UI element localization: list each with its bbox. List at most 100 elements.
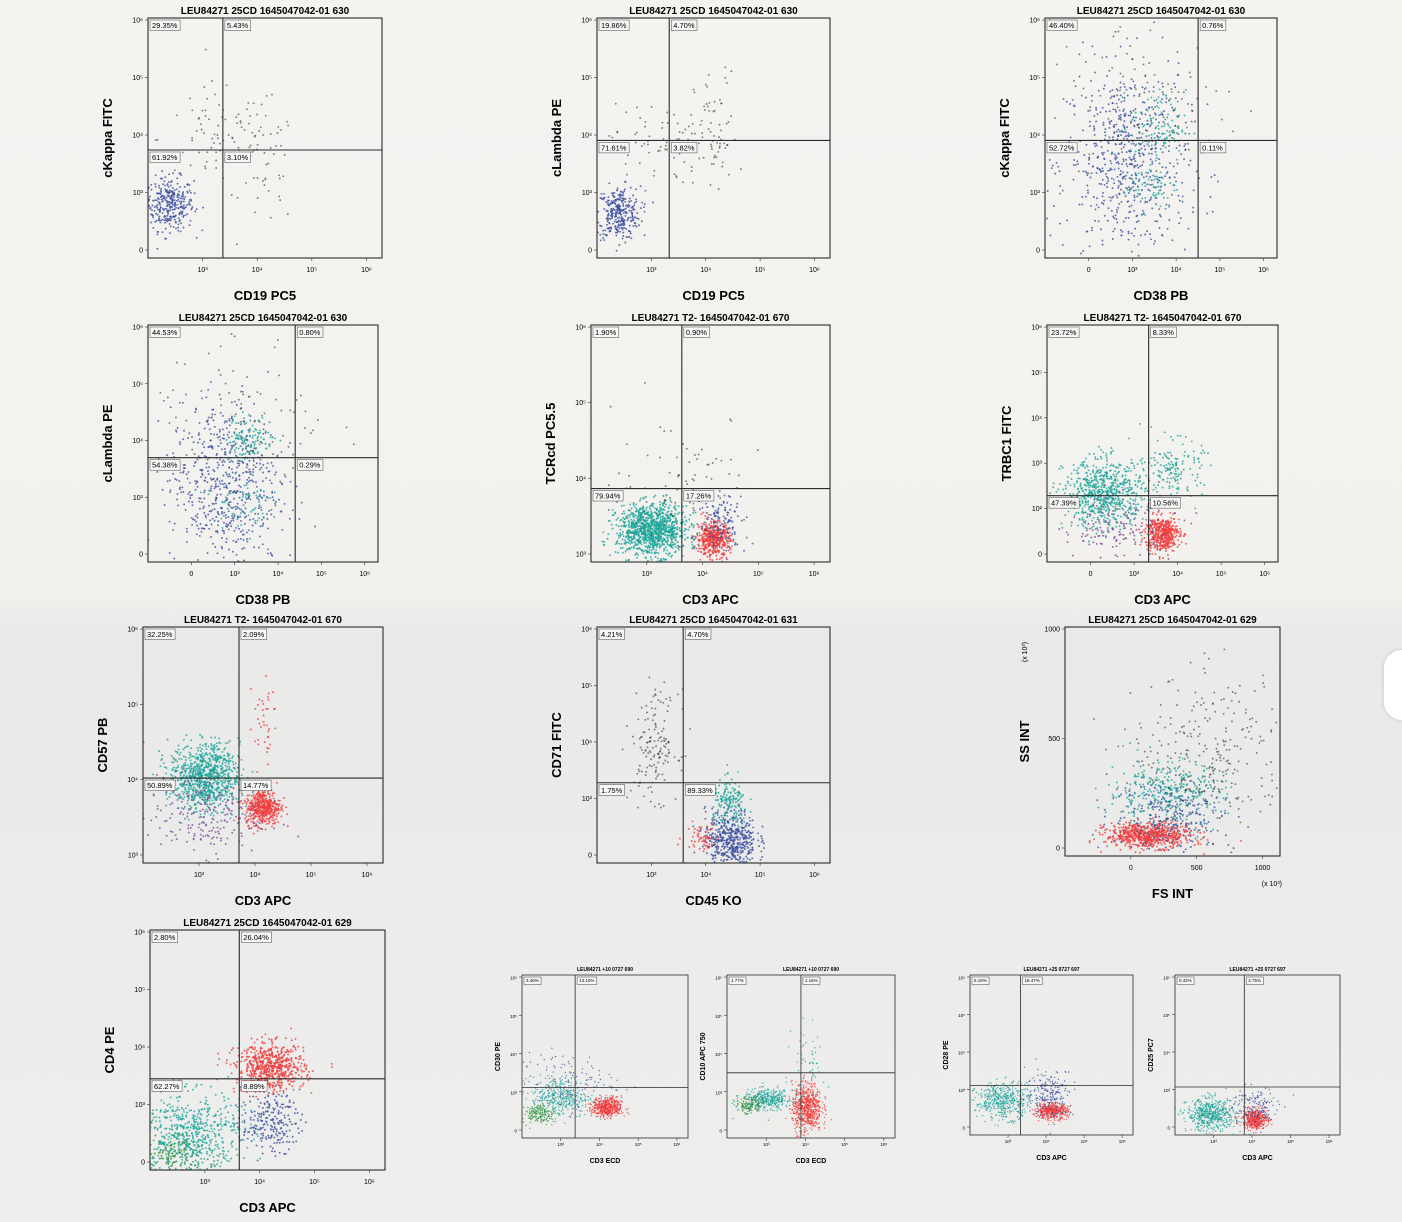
event-dot (662, 494, 665, 497)
event-dot (280, 409, 283, 412)
event-dot (204, 524, 207, 526)
quadrant-label-lower-right: 17.26% (686, 492, 712, 501)
event-dot (1083, 460, 1086, 463)
event-dot (1141, 141, 1144, 144)
event-dot (684, 523, 687, 526)
event-dot (1132, 109, 1135, 112)
event-dot (678, 138, 681, 141)
event-dot (248, 459, 251, 462)
event-dot (174, 214, 177, 217)
event-dot (726, 144, 728, 147)
event-dot (250, 443, 253, 446)
event-dot (1132, 185, 1135, 188)
event-dot (734, 542, 737, 545)
event-dot (690, 522, 693, 525)
event-dot (640, 514, 643, 517)
event-dot (665, 503, 668, 506)
event-dot (648, 151, 651, 154)
event-dot (703, 532, 706, 535)
event-dot (1147, 171, 1150, 174)
event-dot (1118, 525, 1121, 528)
event-dot (245, 498, 248, 500)
event-dot (248, 451, 251, 453)
event-dot (1155, 141, 1158, 144)
event-dot (179, 203, 182, 206)
event-dot (623, 524, 626, 526)
event-dot (1128, 188, 1131, 191)
event-dot (1137, 149, 1140, 152)
event-dot (622, 208, 625, 211)
event-dot (709, 532, 712, 535)
event-dot (244, 496, 247, 499)
event-dot (1058, 170, 1061, 173)
event-dot (625, 211, 628, 214)
event-dot (242, 493, 245, 496)
quadrant-label-box (224, 19, 251, 31)
event-dot (1100, 457, 1103, 460)
event-dot (696, 533, 699, 536)
event-dot (1094, 472, 1097, 475)
event-dot (254, 434, 257, 437)
event-dot (228, 490, 231, 493)
event-dot (1111, 66, 1114, 69)
quadrant-label-upper-left: 19.86% (601, 21, 627, 30)
event-dot (1165, 203, 1168, 206)
event-dot (1116, 89, 1119, 92)
event-dot (257, 419, 260, 422)
event-dot (263, 184, 266, 187)
event-dot (1184, 121, 1187, 124)
event-dot (1091, 226, 1094, 229)
event-dot (1144, 213, 1146, 216)
event-dot (650, 542, 653, 545)
event-dot (224, 499, 227, 502)
event-dot (254, 134, 257, 137)
event-dot (730, 419, 733, 422)
event-dot (630, 525, 633, 528)
event-dot (1122, 75, 1125, 78)
event-dot (258, 546, 260, 549)
event-dot (674, 507, 677, 510)
event-dot (586, 209, 588, 211)
event-dot (1173, 137, 1176, 140)
event-dot (717, 508, 720, 511)
event-dot (597, 210, 600, 213)
event-dot (1124, 514, 1127, 517)
event-dot (261, 496, 264, 499)
event-dot (281, 434, 284, 437)
event-dot (249, 473, 252, 475)
event-dot (719, 497, 722, 499)
event-dot (1144, 185, 1147, 188)
event-dot (1118, 130, 1121, 133)
event-dot (639, 529, 642, 532)
event-dot (182, 226, 185, 229)
event-dot (1109, 122, 1111, 125)
event-dot (1120, 130, 1123, 133)
event-dot (247, 494, 250, 497)
event-dot (195, 236, 198, 239)
event-dot (236, 122, 239, 125)
event-dot (1153, 137, 1156, 139)
event-dot (1095, 106, 1098, 109)
event-dot (1138, 95, 1141, 98)
event-dot (1133, 86, 1136, 89)
event-dot (176, 492, 179, 495)
event-dot (269, 133, 272, 136)
x-tick-label: 10⁶ (361, 267, 372, 274)
event-dot (1174, 97, 1177, 100)
event-dot (658, 543, 661, 546)
event-dot (224, 453, 227, 456)
event-dot (652, 520, 655, 523)
event-dot (1117, 128, 1120, 131)
event-dot (674, 504, 677, 507)
event-dot (1087, 110, 1090, 112)
event-dot (1098, 182, 1101, 185)
event-dot (1163, 142, 1165, 145)
event-dot (211, 446, 214, 448)
event-dot (209, 439, 212, 442)
event-dot (645, 521, 648, 524)
event-dot (201, 452, 204, 454)
event-dot (658, 513, 661, 516)
event-dot (267, 370, 270, 373)
event-dot (265, 513, 268, 516)
event-dot (215, 516, 218, 518)
